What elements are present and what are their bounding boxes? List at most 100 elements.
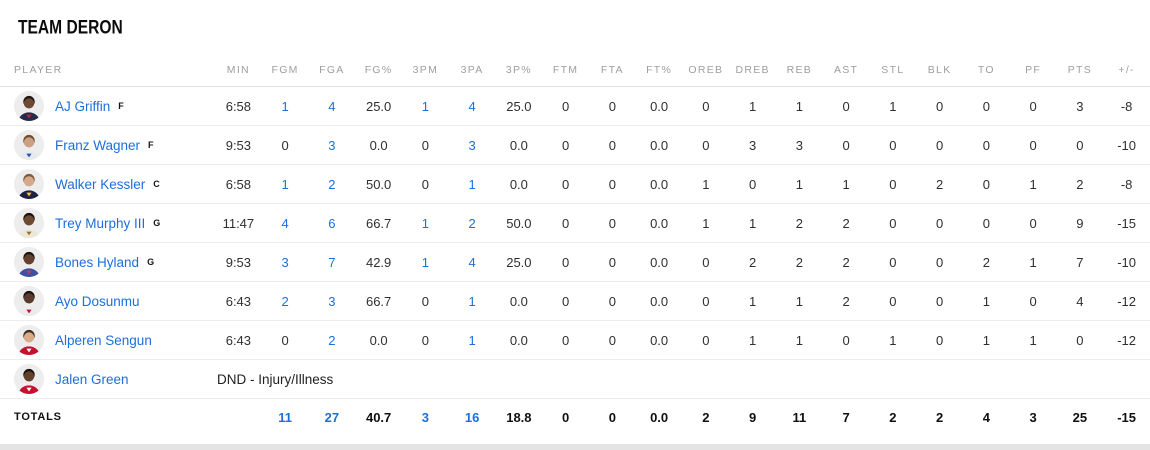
stat-fg-pct: 25.0 [355,86,402,126]
stat-fga[interactable]: 7 [308,242,356,282]
stat-min: 6:43 [215,281,262,321]
player-headshot-icon[interactable] [14,169,44,199]
stat-ft-pct: 0.0 [635,125,683,165]
stat-fta: 0 [589,125,636,165]
total-fta: 0 [608,409,616,425]
col-header-oreb: OREB [682,54,730,87]
stat-reb: 2 [776,242,823,282]
stat-pts: 9 [1056,203,1104,243]
stat-3pm: 0 [402,281,449,321]
stat-3pm[interactable]: 1 [402,242,449,282]
table-row: Ayo Dosunmu 6:43 2 3 66.7 0 1 0.0 0 0 0.0 0 1 1 2 0 0 1 0… [0,281,1150,321]
stat-fga[interactable]: 4 [308,86,356,126]
stat-reb: 1 [776,320,823,360]
stat-ftm: 0 [542,281,589,321]
col-header-to: TO [963,54,1010,87]
player-name-link[interactable]: Franz Wagner [55,137,141,153]
stat-to: 2 [963,242,1010,282]
stat-3p-pct: 25.0 [495,242,543,282]
col-header-fgm: FGM [261,54,309,87]
stat-plus-minus: -12 [1103,281,1150,321]
stat-ftm: 0 [542,203,589,243]
stat-oreb: 1 [682,164,730,204]
stat-fgm[interactable]: 1 [261,86,309,126]
stat-plus-minus: -12 [1103,320,1150,360]
stat-3pm[interactable]: 1 [402,203,449,243]
stat-3pm[interactable]: 1 [402,86,449,126]
player-name-link[interactable]: AJ Griffin [55,98,111,114]
stat-fgm[interactable]: 4 [261,203,309,243]
stat-fgm[interactable]: 3 [261,242,309,282]
player-name-link[interactable]: Walker Kessler [55,176,146,192]
stat-3pa[interactable]: 4 [448,86,496,126]
player-name-link[interactable]: Trey Murphy III [55,215,146,231]
stat-pts: 7 [1056,242,1104,282]
stat-fgm[interactable]: 1 [261,164,309,204]
player-name-link[interactable]: Ayo Dosunmu [55,293,140,309]
stat-to: 1 [963,281,1010,321]
stat-3pa[interactable]: 1 [448,281,496,321]
total-3pa[interactable]: 16 [464,409,480,425]
stat-3p-pct: 0.0 [495,164,543,204]
player-name-link[interactable]: Jalen Green [55,371,129,387]
stat-dreb: 2 [729,242,776,282]
total-fga[interactable]: 27 [324,409,340,425]
stat-3p-pct: 0.0 [495,281,543,321]
stat-fta: 0 [589,203,636,243]
player-headshot-icon[interactable] [14,208,44,238]
stat-fga[interactable]: 6 [308,203,356,243]
total-blk: 2 [936,409,944,425]
stat-fg-pct: 50.0 [355,164,402,204]
stat-3pa[interactable]: 1 [448,164,496,204]
stat-oreb: 0 [682,281,730,321]
stat-stl: 1 [869,320,917,360]
player-headshot-icon[interactable] [14,364,44,394]
stat-3pa[interactable]: 2 [448,203,496,243]
col-header-plus-minus: +/- [1103,54,1150,87]
stat-min: 6:58 [215,86,262,126]
total-fgm[interactable]: 11 [278,409,292,425]
stat-blk: 0 [916,86,963,126]
col-header-fga: FGA [308,54,356,87]
player-headshot-icon[interactable] [14,91,44,121]
stat-pts: 2 [1056,164,1104,204]
stat-fga[interactable]: 2 [308,164,356,204]
col-header-3p-pct: 3P% [495,54,543,87]
total-3pm[interactable]: 3 [421,409,429,425]
stat-3pa[interactable]: 1 [448,320,496,360]
stat-3p-pct: 50.0 [495,203,543,243]
stat-fgm[interactable]: 2 [261,281,309,321]
player-headshot-icon[interactable] [14,325,44,355]
col-header-3pa: 3PA [448,54,496,87]
col-header-pf: PF [1009,54,1057,87]
stat-dreb: 1 [729,281,776,321]
stat-dreb: 1 [729,86,776,126]
stat-fta: 0 [589,86,636,126]
player-name-link[interactable]: Bones Hyland [55,254,140,270]
stat-dreb: 3 [729,125,776,165]
player-cell: Bones Hyland G [0,242,215,282]
stat-blk: 0 [916,242,963,282]
stat-fga[interactable]: 3 [308,125,356,165]
player-headshot-icon[interactable] [14,286,44,316]
dnd-status: DND - Injury/Illness [215,359,1150,399]
stat-ft-pct: 0.0 [635,281,683,321]
stat-ft-pct: 0.0 [635,86,683,126]
stat-plus-minus: -15 [1103,203,1150,243]
stat-fg-pct: 0.0 [355,125,402,165]
total-3p-pct: 18.8 [506,409,532,425]
stat-3p-pct: 0.0 [495,320,543,360]
stat-3pa[interactable]: 4 [448,242,496,282]
stat-pts: 0 [1056,125,1104,165]
stat-3pa[interactable]: 3 [448,125,496,165]
player-name-link[interactable]: Alperen Sengun [55,332,152,348]
stat-plus-minus: -8 [1103,86,1150,126]
stat-stl: 0 [869,203,917,243]
player-headshot-icon[interactable] [14,130,44,160]
stat-fga[interactable]: 3 [308,281,356,321]
stat-ftm: 0 [542,242,589,282]
total-to: 4 [982,409,990,425]
stat-fga[interactable]: 2 [308,320,356,360]
player-headshot-icon[interactable] [14,247,44,277]
player-cell: AJ Griffin F [0,86,215,126]
